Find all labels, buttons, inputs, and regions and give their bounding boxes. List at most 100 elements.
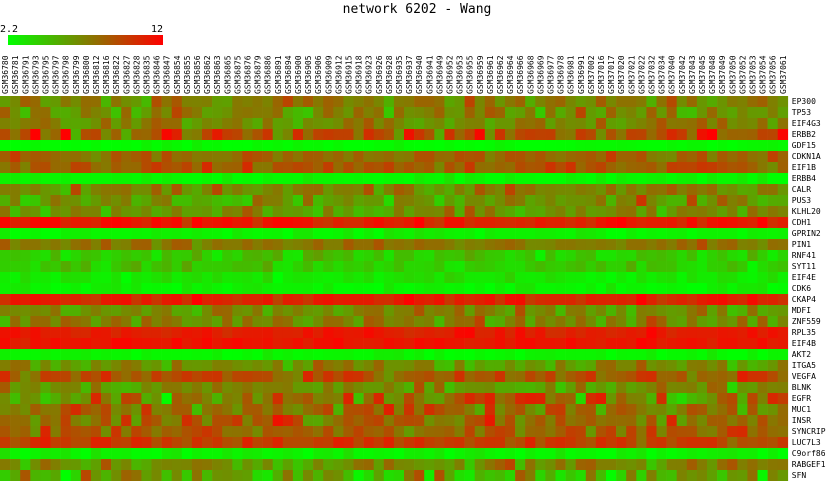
heatmap-cell bbox=[414, 316, 425, 327]
heatmap-cell bbox=[727, 426, 738, 437]
heatmap-cell bbox=[747, 250, 758, 261]
heatmap-cell bbox=[313, 382, 324, 393]
column-label: GSM36791 bbox=[21, 55, 30, 94]
heatmap-cell bbox=[636, 283, 647, 294]
heatmap-cell bbox=[101, 151, 112, 162]
heatmap-cell bbox=[757, 305, 768, 316]
heatmap-cell bbox=[333, 195, 344, 206]
heatmap-cell bbox=[676, 415, 688, 426]
heatmap-cell bbox=[40, 272, 51, 283]
heatmap-cell bbox=[232, 228, 243, 239]
heatmap-cell bbox=[404, 459, 415, 470]
heatmap-cell bbox=[313, 283, 324, 294]
heatmap-cell bbox=[666, 327, 677, 338]
heatmap-cell bbox=[545, 404, 556, 415]
heatmap-cell bbox=[767, 404, 778, 415]
heatmap-cell bbox=[535, 459, 546, 470]
heatmap-cell bbox=[70, 415, 82, 426]
heatmap-cell bbox=[545, 338, 556, 349]
heatmap-cell bbox=[343, 437, 354, 448]
heatmap-cell bbox=[393, 261, 405, 272]
heatmap-cell bbox=[232, 239, 243, 250]
heatmap-cell bbox=[404, 250, 415, 261]
heatmap-cell bbox=[565, 316, 576, 327]
heatmap-cell bbox=[232, 470, 243, 481]
heatmap-cell bbox=[454, 371, 465, 382]
heatmap-cell bbox=[474, 415, 486, 426]
row-label: EIF4E bbox=[792, 273, 816, 282]
heatmap-cell bbox=[484, 173, 496, 184]
heatmap-cell bbox=[676, 107, 688, 118]
heatmap-cell bbox=[191, 283, 203, 294]
heatmap-cell bbox=[515, 118, 526, 129]
heatmap-cell bbox=[141, 470, 152, 481]
heatmap-cell bbox=[131, 415, 142, 426]
heatmap-cell bbox=[393, 294, 405, 305]
heatmap-cell bbox=[191, 184, 203, 195]
column-label: GSM36962 bbox=[496, 55, 505, 94]
heatmap-cell bbox=[292, 316, 304, 327]
heatmap-cell bbox=[666, 415, 677, 426]
row-label: LUC7L3 bbox=[792, 438, 821, 447]
heatmap-cell bbox=[373, 316, 385, 327]
heatmap-cell bbox=[131, 437, 142, 448]
heatmap-cell bbox=[434, 459, 445, 470]
row-label: PIN1 bbox=[792, 240, 811, 249]
heatmap-cell bbox=[707, 393, 718, 404]
heatmap-cell bbox=[777, 426, 789, 437]
heatmap-cell bbox=[343, 470, 354, 481]
heatmap-cell bbox=[161, 107, 172, 118]
heatmap-cell bbox=[767, 162, 778, 173]
heatmap-cell bbox=[727, 459, 738, 470]
heatmap-cell bbox=[333, 283, 344, 294]
heatmap-cell bbox=[484, 217, 496, 228]
heatmap-cell bbox=[60, 217, 71, 228]
heatmap-cell bbox=[282, 404, 294, 415]
heatmap-cell bbox=[70, 195, 82, 206]
heatmap-cell bbox=[757, 118, 768, 129]
heatmap-cell bbox=[212, 239, 223, 250]
heatmap-cell bbox=[727, 283, 738, 294]
heatmap-cell bbox=[101, 294, 112, 305]
heatmap-cell bbox=[303, 415, 314, 426]
heatmap-cell bbox=[484, 184, 496, 195]
heatmap-cell bbox=[757, 151, 768, 162]
heatmap-cell bbox=[252, 129, 263, 140]
heatmap-cell bbox=[292, 107, 304, 118]
heatmap-cell bbox=[666, 162, 677, 173]
heatmap-cell bbox=[454, 250, 465, 261]
heatmap-cell bbox=[161, 96, 172, 107]
heatmap-cell bbox=[434, 316, 445, 327]
heatmap-cell bbox=[181, 448, 193, 459]
heatmap-cell bbox=[494, 195, 506, 206]
heatmap-cell bbox=[535, 294, 546, 305]
heatmap-cell bbox=[484, 371, 496, 382]
heatmap-cell bbox=[606, 118, 617, 129]
heatmap-cell bbox=[707, 305, 718, 316]
heatmap-cell bbox=[242, 415, 253, 426]
heatmap-cell bbox=[50, 118, 61, 129]
heatmap-cell bbox=[656, 217, 667, 228]
heatmap-cell bbox=[535, 437, 546, 448]
heatmap-cell bbox=[131, 162, 142, 173]
heatmap-cell bbox=[151, 294, 162, 305]
heatmap-cell bbox=[121, 404, 132, 415]
heatmap-cell bbox=[545, 239, 556, 250]
heatmap-cell bbox=[636, 272, 647, 283]
heatmap-cell bbox=[262, 338, 273, 349]
heatmap-cell bbox=[151, 151, 162, 162]
heatmap-cell bbox=[494, 448, 506, 459]
heatmap-cell bbox=[606, 393, 617, 404]
heatmap-cell bbox=[70, 437, 82, 448]
heatmap-cell bbox=[686, 162, 698, 173]
heatmap-cell bbox=[30, 459, 41, 470]
heatmap-cell bbox=[171, 393, 183, 404]
heatmap-cell bbox=[343, 239, 354, 250]
heatmap-cell bbox=[90, 228, 102, 239]
heatmap-cell bbox=[282, 371, 294, 382]
column-label: GSM36937 bbox=[405, 55, 414, 94]
heatmap-cell bbox=[252, 415, 263, 426]
heatmap-cell bbox=[60, 129, 71, 140]
heatmap-cell bbox=[292, 404, 304, 415]
heatmap-cell bbox=[151, 338, 162, 349]
